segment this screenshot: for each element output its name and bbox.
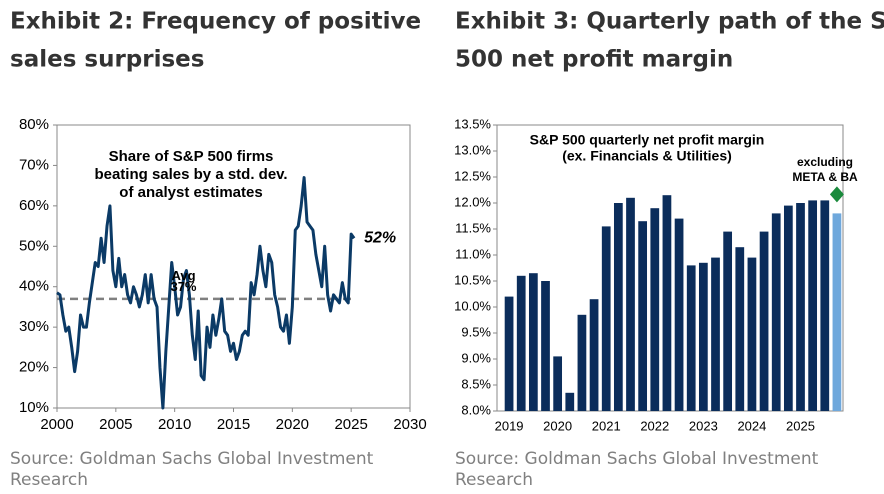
x-tick-label: 2022	[640, 418, 669, 433]
y-tick-label: 12.0%	[454, 194, 491, 209]
chart-title: sales surprises	[10, 47, 204, 73]
bar	[577, 314, 587, 411]
x-tick-label: 2024	[737, 418, 766, 433]
x-tick-label: 2030	[393, 416, 426, 433]
annotation: S&P 500 quarterly net profit margin	[530, 132, 765, 148]
average-label: 37%	[170, 279, 196, 294]
bar	[638, 221, 648, 411]
source: Research	[10, 470, 88, 490]
bar	[601, 226, 611, 411]
x-tick-label: 2000	[40, 416, 73, 433]
y-tick-label: 9.0%	[461, 350, 491, 365]
value-label: 52%	[364, 229, 396, 246]
annotation: of analyst estimates	[119, 184, 262, 201]
x-tick-label: 2019	[495, 418, 524, 433]
annotation: (ex. Financials & Utilities)	[562, 148, 732, 164]
bar	[759, 231, 769, 411]
y-tick-label: 70%	[19, 156, 49, 173]
bar	[747, 257, 757, 411]
x-tick-label: 2010	[158, 416, 191, 433]
bar	[541, 281, 550, 411]
bar	[662, 195, 672, 411]
annotation: Share of S&P 500 firms	[109, 148, 274, 165]
bar	[723, 231, 733, 411]
bar	[553, 356, 563, 411]
x-tick-label: 2020	[276, 416, 309, 433]
note-marker	[829, 186, 844, 203]
y-tick-label: 8.0%	[461, 402, 491, 417]
bar	[832, 213, 842, 411]
bar	[504, 296, 514, 411]
y-tick-label: 80%	[19, 116, 49, 133]
note: excluding	[797, 155, 853, 169]
x-tick-label: 2023	[689, 418, 718, 433]
bar	[735, 247, 745, 411]
bar	[516, 275, 526, 411]
x-tick-label: 2025	[334, 416, 367, 433]
bar	[674, 218, 684, 411]
bar	[650, 208, 660, 411]
bar	[686, 265, 696, 411]
y-tick-label: 10%	[19, 399, 49, 416]
source: Research	[455, 470, 533, 490]
bar	[820, 200, 830, 411]
line	[56, 176, 356, 410]
average-label: Avg	[171, 268, 195, 283]
note: META & BA	[792, 170, 858, 184]
chart-title: Exhibit 2: Frequency of positive	[10, 9, 421, 35]
bar	[528, 273, 538, 411]
bar	[698, 262, 708, 411]
y-tick-label: 10.0%	[454, 298, 491, 313]
bar	[771, 213, 781, 411]
bar	[565, 392, 575, 411]
y-tick-label: 10.5%	[454, 272, 491, 287]
bar	[796, 203, 805, 411]
y-tick-label: 13.0%	[454, 142, 491, 157]
x-tick-label: 2005	[99, 416, 132, 433]
y-tick-label: 12.5%	[454, 168, 491, 183]
annotation: beating sales by a std. dev.	[94, 166, 287, 183]
bar	[711, 257, 720, 411]
y-tick-label: 11.5%	[455, 220, 491, 235]
bar	[783, 205, 793, 411]
y-tick-label: 40%	[19, 278, 49, 295]
y-tick-label: 20%	[19, 359, 49, 376]
y-tick-label: 13.5%	[454, 116, 491, 131]
y-tick-label: 60%	[19, 197, 49, 214]
chart-title: Exhibit 3: Quarterly path of the S&P	[455, 9, 884, 35]
y-tick-label: 9.5%	[461, 324, 491, 339]
bar	[613, 203, 623, 411]
bar	[808, 200, 818, 411]
y-tick-label: 30%	[19, 318, 49, 335]
source: Source: Goldman Sachs Global Investment	[10, 449, 374, 469]
y-tick-label: 50%	[19, 237, 49, 254]
source: Source: Goldman Sachs Global Investment	[455, 449, 819, 469]
bar	[589, 299, 599, 411]
y-tick-label: 11.0%	[455, 246, 491, 261]
x-tick-label: 2021	[592, 418, 621, 433]
x-tick-label: 2015	[217, 416, 250, 433]
chart-title: 500 net profit margin	[455, 47, 733, 73]
x-tick-label: 2020	[543, 418, 572, 433]
y-tick-label: 8.5%	[461, 376, 491, 391]
bar	[626, 197, 635, 411]
x-tick-label: 2025	[786, 418, 815, 433]
